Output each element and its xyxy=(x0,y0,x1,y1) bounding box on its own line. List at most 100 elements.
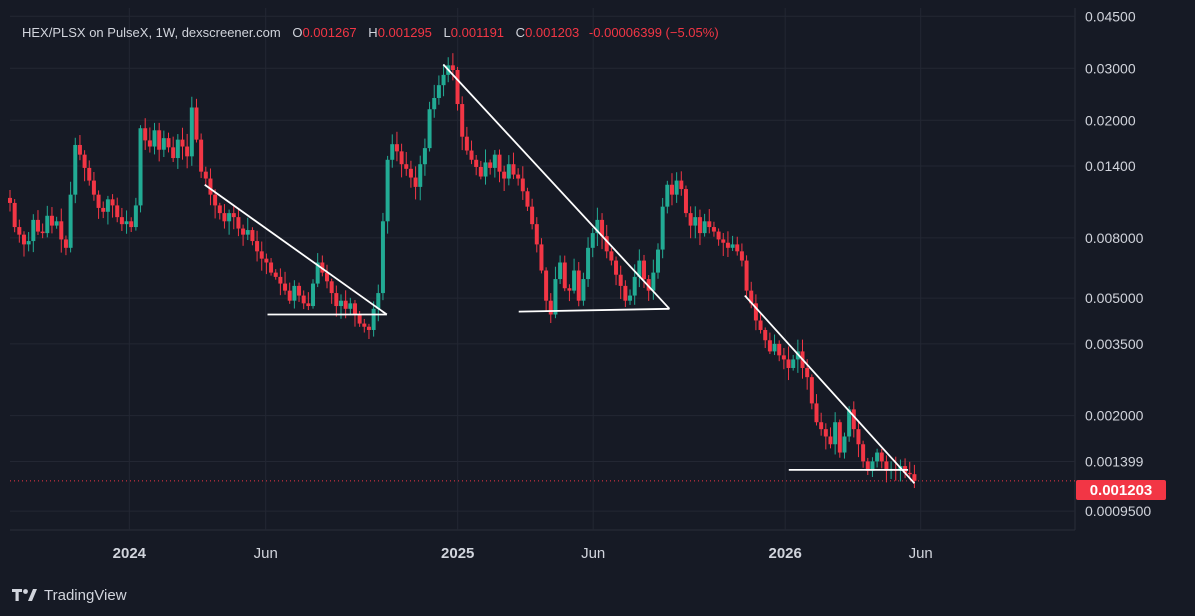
candle-body xyxy=(586,247,591,280)
candle-body xyxy=(739,251,744,261)
candle-body xyxy=(147,140,152,147)
candle-body xyxy=(413,177,418,187)
candle-body xyxy=(31,219,36,242)
candle-body xyxy=(805,367,810,378)
candle-body xyxy=(143,128,148,141)
brand-label: TradingView xyxy=(44,586,127,604)
tradingview-branding[interactable]: TradingView xyxy=(12,585,127,605)
candle-body xyxy=(506,164,511,179)
open-label: O xyxy=(292,25,303,40)
y-tick-label: 0.03000 xyxy=(1085,60,1136,76)
change-value: -0.00006399 (−5.05%) xyxy=(588,25,719,40)
candle-body xyxy=(59,221,64,240)
candle-body xyxy=(646,279,651,291)
candle-body xyxy=(683,189,688,214)
candle-body xyxy=(264,258,269,263)
y-tick-label: 0.003500 xyxy=(1085,336,1144,352)
candle-body xyxy=(865,461,870,471)
candle-body xyxy=(488,162,493,168)
candle-body xyxy=(693,217,698,226)
candle-body xyxy=(194,107,199,140)
candle-body xyxy=(553,279,558,315)
candle-body xyxy=(674,180,679,195)
candle-body xyxy=(623,285,628,301)
candle-body xyxy=(609,251,614,261)
candle-body xyxy=(203,171,208,179)
candle-body xyxy=(422,148,427,165)
candle-body xyxy=(371,308,376,330)
candle-body xyxy=(119,217,124,225)
candle-body xyxy=(436,85,441,98)
candle-body xyxy=(348,303,353,309)
candle-body xyxy=(259,251,264,259)
candle-body xyxy=(837,422,842,453)
candle-body xyxy=(329,281,334,294)
candles xyxy=(8,53,917,489)
candle-body xyxy=(735,244,740,252)
candle-body xyxy=(68,194,73,248)
candle-body xyxy=(133,205,138,228)
tradingview-logo-icon xyxy=(12,589,37,601)
candle-body xyxy=(851,409,856,430)
candle-body xyxy=(208,178,213,195)
candle-body xyxy=(711,227,716,232)
candle-body xyxy=(105,199,110,212)
candle-body xyxy=(73,144,78,195)
candle-body xyxy=(707,221,712,228)
candle-body xyxy=(297,285,302,296)
candle-body xyxy=(716,231,721,240)
candle-body xyxy=(138,128,143,206)
candle-body xyxy=(161,138,166,150)
candle-body xyxy=(96,194,101,208)
candle-body xyxy=(245,230,250,235)
candle-body xyxy=(390,144,395,160)
candle-body xyxy=(628,295,633,301)
candle-body xyxy=(366,326,371,330)
candle-body xyxy=(385,159,390,222)
candle-body xyxy=(534,224,539,245)
candle-body xyxy=(828,436,833,445)
candle-body xyxy=(255,241,260,252)
candle-body xyxy=(702,221,707,234)
candle-body xyxy=(217,205,222,214)
candle-body xyxy=(292,285,297,301)
candle-body xyxy=(273,272,278,277)
candle-body xyxy=(600,219,605,237)
candle-body xyxy=(427,109,432,149)
close-value: 0.001203 xyxy=(525,25,580,40)
candle-body xyxy=(189,107,194,157)
candle-body xyxy=(35,219,40,232)
candle-body xyxy=(660,206,665,250)
candle-body xyxy=(861,444,866,462)
y-tick-label: 0.008000 xyxy=(1085,230,1144,246)
candle-body xyxy=(213,194,218,206)
candle-body xyxy=(166,138,171,148)
y-tick-label: 0.01400 xyxy=(1085,158,1136,174)
candle-body xyxy=(642,260,647,280)
candle-body xyxy=(77,144,82,155)
x-tick-label: 2025 xyxy=(441,545,474,562)
candle-body xyxy=(856,429,861,445)
candle-body xyxy=(315,262,320,284)
candle-body xyxy=(679,180,684,190)
candle-body xyxy=(124,221,129,225)
candle-body xyxy=(665,184,670,207)
candle-body xyxy=(21,234,26,245)
candle-body xyxy=(819,422,824,430)
candle-body xyxy=(12,202,17,228)
candle-body xyxy=(618,274,623,286)
candle-body xyxy=(814,403,819,423)
candle-body xyxy=(614,260,619,275)
candle-body xyxy=(129,221,134,228)
candle-body xyxy=(572,270,577,291)
candle-body xyxy=(101,207,106,212)
candle-body xyxy=(269,262,274,273)
candle-body xyxy=(49,215,54,226)
resistance-trendline xyxy=(442,63,671,310)
resistance-trendline xyxy=(744,294,916,484)
candle-body xyxy=(637,260,642,277)
candle-body xyxy=(82,154,87,168)
candle-body xyxy=(152,130,157,147)
candle-body xyxy=(842,436,847,453)
